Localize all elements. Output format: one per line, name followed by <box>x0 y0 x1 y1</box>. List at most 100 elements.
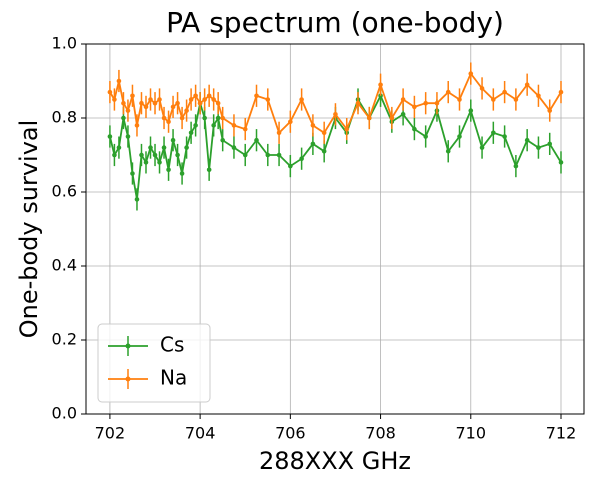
data-point <box>344 126 350 132</box>
data-point <box>457 97 462 102</box>
data-point <box>130 171 135 176</box>
data-point <box>148 97 153 102</box>
data-point <box>524 137 530 143</box>
data-point <box>193 123 198 128</box>
data-point <box>202 115 207 121</box>
data-point <box>157 160 162 165</box>
data-point <box>161 145 167 150</box>
data-point <box>211 97 216 102</box>
data-point <box>288 119 293 124</box>
data-point <box>148 145 153 150</box>
data-point <box>184 145 189 150</box>
data-point <box>536 93 541 99</box>
data-point <box>299 156 304 161</box>
data-point <box>139 152 144 158</box>
data-point <box>152 100 158 106</box>
x-tick-label: 712 <box>546 424 577 443</box>
legend-label: Na <box>160 366 187 390</box>
data-point <box>188 97 194 102</box>
data-point <box>220 137 225 143</box>
data-point <box>445 149 451 154</box>
data-point <box>536 145 541 150</box>
y-tick-label: 0.4 <box>52 256 77 275</box>
data-point <box>254 137 259 143</box>
data-point <box>265 152 271 158</box>
data-point <box>134 197 140 202</box>
data-point <box>143 160 149 165</box>
data-point <box>116 145 122 150</box>
data-point <box>139 100 144 106</box>
data-point <box>468 71 474 76</box>
data-point <box>321 149 327 154</box>
data-point <box>112 152 117 158</box>
data-point <box>491 130 496 136</box>
data-point <box>170 137 176 143</box>
data-point <box>184 108 189 113</box>
data-point <box>211 123 216 128</box>
data-point <box>166 119 171 124</box>
data-point <box>513 163 519 169</box>
data-point <box>558 160 564 165</box>
data-point <box>412 126 417 132</box>
data-point <box>121 100 126 106</box>
data-point <box>179 171 185 176</box>
data-point <box>188 130 194 136</box>
data-point <box>355 100 361 106</box>
data-point <box>479 86 485 91</box>
data-point <box>125 134 131 139</box>
data-point <box>130 93 135 99</box>
data-point <box>206 167 212 173</box>
data-point <box>513 97 519 102</box>
y-tick-label: 0.8 <box>52 108 77 127</box>
data-point <box>491 97 496 102</box>
y-tick-label: 0.2 <box>52 330 77 349</box>
data-point <box>202 97 207 102</box>
data-point <box>166 167 171 173</box>
data-point <box>468 108 474 113</box>
legend-box <box>97 323 211 403</box>
data-point <box>254 93 259 99</box>
data-point <box>220 115 225 121</box>
data-point <box>242 152 248 158</box>
x-tick-label: 708 <box>365 424 396 443</box>
data-point <box>288 163 293 169</box>
data-point <box>389 115 395 121</box>
data-point <box>310 123 316 128</box>
data-point <box>547 141 553 147</box>
data-point <box>242 126 248 132</box>
data-point <box>434 100 440 106</box>
series <box>107 62 564 144</box>
data-point <box>412 104 417 110</box>
data-point <box>423 100 428 106</box>
data-point <box>161 115 167 121</box>
chart-title: PA spectrum (one-body) <box>166 6 504 39</box>
data-point <box>231 145 237 150</box>
x-axis-label: 288XXX GHz <box>259 447 411 475</box>
data-point <box>445 89 451 95</box>
data-point <box>175 152 180 158</box>
x-tick-label: 702 <box>95 424 126 443</box>
data-point <box>502 134 507 139</box>
y-tick-label: 0.6 <box>52 182 77 201</box>
data-point <box>299 97 304 102</box>
data-point <box>215 115 221 121</box>
data-point <box>107 89 113 95</box>
y-tick-label: 1.0 <box>52 34 77 53</box>
legend-marker <box>125 343 131 349</box>
data-point <box>276 152 282 158</box>
data-point <box>457 134 462 139</box>
data-point <box>107 134 113 139</box>
data-point <box>134 123 140 128</box>
x-tick-label: 710 <box>456 424 487 443</box>
data-point <box>502 89 507 95</box>
data-point <box>157 97 162 102</box>
data-point <box>206 93 212 99</box>
legend-label: Cs <box>160 333 184 357</box>
data-point <box>121 115 126 121</box>
data-point <box>265 97 271 102</box>
data-point <box>310 141 316 147</box>
legend-marker <box>125 376 131 382</box>
data-point <box>215 100 221 106</box>
data-point <box>175 100 180 106</box>
